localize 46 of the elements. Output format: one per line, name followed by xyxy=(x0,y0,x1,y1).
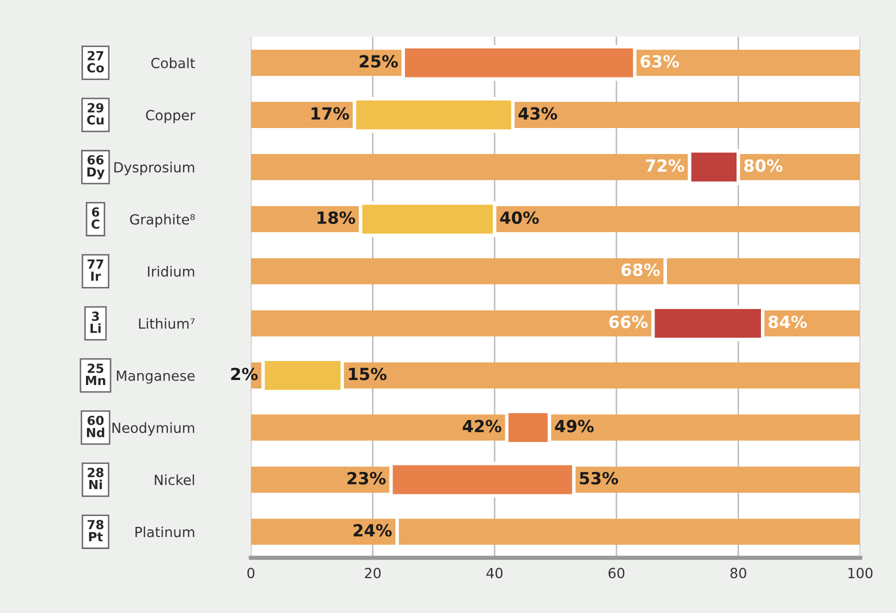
x-tick-label: 40 xyxy=(486,568,503,578)
text: 25 Mn xyxy=(86,364,106,385)
x-tick-label: 80 xyxy=(730,568,746,578)
y-tick-label: Manganese xyxy=(116,370,195,384)
annotation: 84% xyxy=(768,316,807,328)
y-tick-label: Lithium⁷ xyxy=(139,318,195,329)
annotation: 72% xyxy=(646,159,684,172)
annotation: 40% xyxy=(500,211,539,224)
x-tick-label: 0 xyxy=(247,568,254,578)
annotation: 49% xyxy=(555,420,594,432)
annotation: 63% xyxy=(640,55,679,68)
annotation: 24% xyxy=(354,524,392,537)
y-tick-label: Nickel xyxy=(154,474,194,486)
annotation: 68% xyxy=(621,263,660,276)
y-tick-label: Platinum xyxy=(136,526,194,538)
annotation: 42% xyxy=(462,420,502,432)
text: 27 Co xyxy=(87,50,104,73)
y-tick-label: Neodymium xyxy=(112,422,194,436)
text: 29 Cu xyxy=(87,103,104,125)
annotation: 53% xyxy=(580,472,618,485)
x-tick-label: 100 xyxy=(848,568,872,578)
text: 28 Ni xyxy=(88,468,104,490)
annotation: 80% xyxy=(744,159,783,172)
annotation: 25% xyxy=(360,55,398,68)
annotation: 66% xyxy=(609,316,648,328)
annotation: 43% xyxy=(518,107,558,120)
text: 78 Pt xyxy=(88,520,104,542)
y-tick-label: Cobalt xyxy=(151,58,195,68)
bar xyxy=(250,414,860,441)
text: 66 Dy xyxy=(87,155,105,180)
x-tick-label: 60 xyxy=(608,568,624,578)
bar xyxy=(250,258,860,284)
bar xyxy=(250,518,860,545)
y-tick-label: Copper xyxy=(146,110,196,124)
annotation: 18% xyxy=(318,211,356,224)
annotation: 17% xyxy=(312,107,350,120)
x-tick-label: 20 xyxy=(364,568,381,578)
text: 60 Nd xyxy=(86,416,104,438)
annotation: 23% xyxy=(348,472,386,485)
text: 6 C xyxy=(92,207,100,229)
annotation: 15% xyxy=(349,368,387,380)
y-tick-label: Iridium xyxy=(148,266,194,277)
text: 3 Li xyxy=(90,311,101,333)
y-tick-label: Dysprosium xyxy=(114,162,194,176)
y-tick-label: Graphite⁸ xyxy=(130,214,195,228)
text: 77 Ir xyxy=(88,260,104,281)
